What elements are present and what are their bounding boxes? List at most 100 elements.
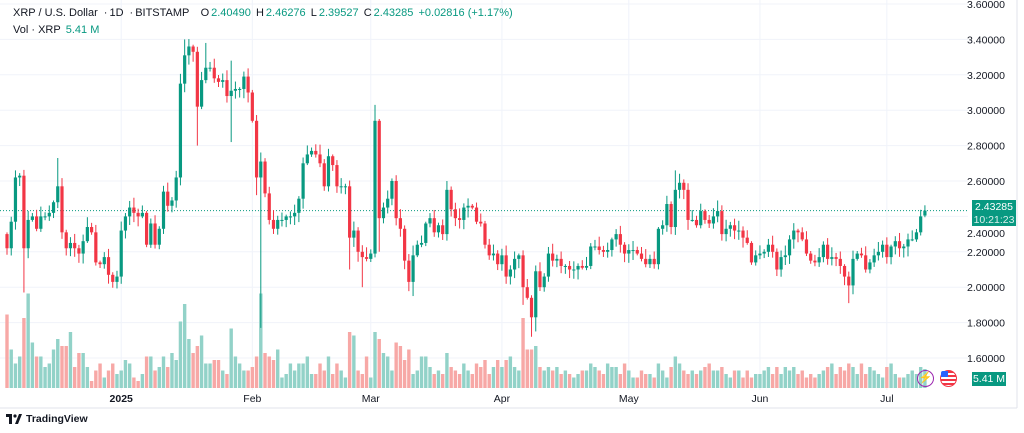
us-flag-icon[interactable] — [940, 370, 957, 387]
volume-bar — [22, 318, 26, 388]
candle-body — [534, 271, 538, 318]
volume-label[interactable]: Vol · XRP — [13, 24, 61, 36]
volume-bar — [322, 370, 326, 388]
candle-body — [576, 265, 580, 270]
volume-bar — [745, 370, 749, 388]
price-tick-label: 1.60000 — [967, 353, 1005, 365]
lightning-badge-icon[interactable]: ⚡ — [917, 370, 934, 387]
volume-bar — [386, 356, 390, 388]
price-axis[interactable]: 3.60000 3.40000 3.20000 3.00000 2.80000 2.600… — [967, 0, 1005, 365]
candle-down — [132, 197, 136, 223]
volume-bar — [453, 370, 458, 388]
volume-bar — [589, 363, 593, 388]
candle-down — [796, 228, 800, 243]
candle-body — [631, 250, 635, 252]
volume-bar — [707, 363, 711, 388]
candle-body — [94, 232, 98, 263]
candle-down — [225, 70, 229, 103]
candle-body — [694, 219, 699, 226]
volume-bar — [246, 370, 250, 388]
volume-bar — [352, 335, 356, 388]
candle-body — [441, 225, 445, 235]
candle-down — [652, 251, 656, 269]
volume-bar — [390, 370, 394, 388]
candle-down — [90, 222, 94, 235]
candle-body — [504, 255, 508, 277]
candle-body — [910, 239, 914, 241]
candle-up — [259, 152, 263, 328]
symbol-name[interactable]: XRP / U.S. Dollar — [13, 7, 98, 19]
candle-down — [267, 186, 271, 225]
volume-bar — [724, 374, 728, 388]
time-tick-label: Feb — [243, 393, 261, 405]
volume-bar — [715, 370, 720, 388]
candle-body — [149, 223, 153, 245]
candle-down — [597, 236, 601, 255]
candle-up — [906, 233, 910, 257]
candle-down — [707, 214, 711, 228]
candle-down — [60, 178, 64, 239]
candle-body — [216, 78, 221, 82]
candle-body — [35, 216, 39, 229]
candle-down — [682, 179, 686, 200]
volume-bar — [694, 374, 699, 388]
candle-body — [356, 230, 360, 252]
candle-up — [13, 170, 18, 230]
candle-body — [267, 193, 271, 220]
candle-up — [665, 195, 669, 232]
volume-bar — [902, 377, 906, 388]
volume-bar — [111, 363, 115, 388]
candle-body — [68, 242, 73, 249]
candle-body — [326, 156, 331, 187]
candle-down — [22, 169, 26, 293]
candle-body — [381, 207, 386, 219]
time-tick-label: May — [619, 393, 640, 405]
candle-down — [166, 182, 170, 212]
volume-bar — [529, 349, 534, 388]
candle-body — [470, 205, 474, 208]
volume-bar — [500, 367, 504, 388]
candle-up — [648, 254, 652, 269]
candle-up — [199, 71, 204, 110]
volume-bar — [347, 332, 352, 388]
candle-body — [834, 257, 838, 259]
candle-down — [483, 220, 487, 249]
candle-body — [39, 216, 43, 229]
candle-body — [132, 207, 136, 213]
candle-body — [458, 218, 462, 220]
time-axis[interactable]: 2025 Feb Mar Apr May Jun Jul — [110, 393, 894, 405]
candle-down — [98, 260, 102, 269]
volume-bar — [364, 356, 369, 388]
candle-down — [885, 237, 889, 264]
volume-bar — [834, 374, 838, 388]
candle-down — [470, 204, 474, 210]
volume-bar — [783, 367, 788, 388]
candle-up — [542, 273, 546, 292]
candle-up — [26, 210, 30, 259]
candle-body — [809, 253, 813, 261]
ohlc-row: XRP / U.S. Dollar · 1D · BITSTAMP O 2.40490 H… — [13, 5, 515, 22]
candle-body — [90, 227, 94, 233]
volume-bar — [885, 367, 889, 388]
candle-up — [783, 245, 787, 266]
candle-up — [462, 203, 466, 230]
candle-down — [669, 201, 673, 235]
candle-body — [821, 244, 825, 258]
candle-up — [923, 205, 927, 218]
candle-body — [174, 177, 178, 201]
candle-body — [343, 186, 347, 188]
candle-up — [737, 220, 741, 240]
volume-bar — [534, 346, 538, 388]
volume-bar — [343, 377, 348, 388]
price-tick-label: 2.20000 — [967, 247, 1005, 259]
candle-up — [919, 209, 923, 236]
candle-up — [68, 237, 73, 257]
tradingview-logo[interactable]: TradingView — [6, 413, 88, 425]
candle-down — [335, 160, 339, 193]
candle-body — [546, 253, 551, 277]
candle-body — [644, 258, 648, 265]
volume-bar — [825, 367, 830, 388]
interval[interactable]: 1D — [109, 7, 124, 19]
candle-body — [661, 225, 665, 229]
